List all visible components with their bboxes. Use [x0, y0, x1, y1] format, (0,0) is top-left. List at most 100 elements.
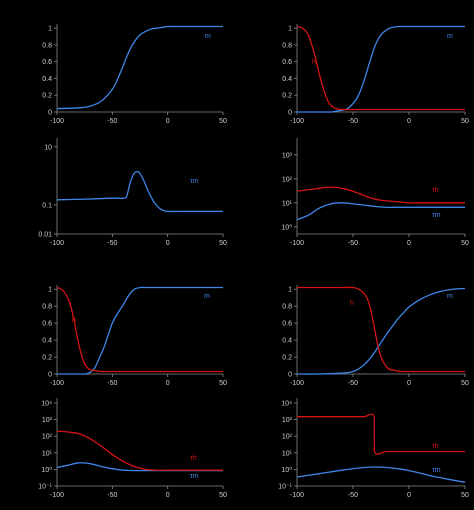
y-tick-label: 0 — [288, 110, 292, 117]
x-tick-label: 50 — [461, 118, 469, 125]
series-line-h — [297, 286, 465, 373]
x-tick-label: 50 — [461, 492, 469, 499]
x-tick-label: 50 — [219, 118, 227, 125]
y-tick-label: 0.1 — [42, 202, 52, 209]
y-tick-label: 10⁴ — [281, 400, 292, 407]
y-tick-label: 0.6 — [282, 321, 292, 328]
x-tick-label: -100 — [50, 380, 64, 387]
series-line-τm — [296, 466, 466, 483]
y-tick-label: 10⁻¹ — [38, 484, 52, 491]
y-tick-label: 0.6 — [42, 321, 52, 328]
y-tick-label: 0 — [288, 372, 292, 379]
y-tick-label: 0.4 — [42, 338, 52, 345]
x-tick-label: 0 — [166, 492, 170, 499]
y-tick-label: 10¹ — [42, 450, 53, 457]
x-tick-label: -100 — [50, 492, 64, 499]
series-line-τh — [56, 430, 223, 471]
x-tick-label: -50 — [107, 492, 117, 499]
x-tick-label: 50 — [461, 380, 469, 387]
y-tick-label: 10⁰ — [281, 223, 292, 231]
y-tick-label: 0.2 — [282, 93, 292, 100]
y-tick-label: 10 — [44, 144, 52, 151]
x-tick-label: -50 — [107, 118, 117, 125]
chart-panel-5: -100 -50 0 50 0 0.2 0.4 0.6 0.8 1 m h — [282, 24, 469, 125]
y-tick-label: 0.4 — [282, 76, 292, 83]
x-tick-label: 50 — [219, 492, 227, 499]
series-label: m — [205, 33, 211, 40]
series-label: τh — [432, 443, 439, 450]
y-tick-label: 0.6 — [42, 59, 52, 66]
chart-panel-6: -100 -50 0 50 10⁰ 10¹ 10² 10³ τm τh — [281, 138, 469, 247]
series-label: m — [204, 293, 210, 300]
x-tick-label: -50 — [348, 240, 358, 247]
y-tick-label: 1 — [288, 287, 292, 294]
y-tick-label: 10² — [282, 434, 293, 441]
x-tick-label: -50 — [348, 118, 358, 125]
y-tick-label: 0.8 — [282, 304, 292, 311]
x-tick-label: 0 — [407, 118, 411, 125]
x-tick-label: 0 — [166, 240, 170, 247]
series-line-τm — [56, 170, 223, 213]
series-label: τm — [190, 178, 199, 185]
series-line-m — [56, 286, 223, 375]
series-label: τm — [432, 212, 441, 219]
y-tick-label: 0.8 — [282, 42, 292, 49]
y-tick-label: 10⁰ — [281, 466, 292, 474]
x-tick-label: -50 — [348, 492, 358, 499]
y-tick-label: 0.2 — [282, 355, 292, 362]
x-tick-label: 0 — [407, 380, 411, 387]
x-tick-label: -100 — [290, 118, 304, 125]
chart-panel-2: -100 -50 0 50 0.01 0.1 10 τm — [38, 138, 227, 247]
series-label: h — [312, 59, 316, 66]
chart-panel-4: -100 -50 0 50 10⁻¹ 10⁰ 10¹ 10² 10³ 10⁴ τm τh — [38, 398, 227, 499]
series-line-τm — [56, 462, 223, 472]
x-tick-label: -100 — [290, 380, 304, 387]
x-tick-label: -100 — [290, 492, 304, 499]
y-tick-label: 10¹ — [282, 450, 293, 457]
series-line-m — [56, 25, 223, 110]
y-tick-label: 1 — [48, 26, 52, 33]
series-label: m — [447, 33, 453, 40]
y-tick-label: 10¹ — [282, 200, 293, 207]
y-tick-label: 10³ — [282, 152, 293, 159]
x-tick-label: 0 — [166, 118, 170, 125]
series-line-h — [56, 286, 223, 373]
x-tick-label: -50 — [107, 380, 117, 387]
series-label: h — [72, 317, 76, 324]
y-tick-label: 0.6 — [282, 59, 292, 66]
y-tick-label: 10³ — [282, 417, 293, 424]
x-tick-label: -100 — [50, 240, 64, 247]
y-tick-label: 10² — [282, 176, 293, 183]
y-tick-label: 0 — [48, 110, 52, 117]
y-tick-label: 0.4 — [282, 338, 292, 345]
x-tick-label: 0 — [166, 380, 170, 387]
chart-panel-3: -100 -50 0 50 0 0.2 0.4 0.6 0.8 1 m h — [42, 285, 227, 387]
y-tick-label: 0.8 — [42, 42, 52, 49]
y-tick-label: 0.01 — [38, 232, 52, 239]
y-tick-label: 10² — [42, 434, 53, 441]
series-line-τm — [296, 202, 465, 221]
series-line-h — [296, 25, 465, 111]
x-tick-label: -50 — [348, 380, 358, 387]
series-line-m — [297, 25, 465, 113]
series-label: τh — [432, 187, 439, 194]
chart-panel-7: -100 -50 0 50 0 0.2 0.4 0.6 0.8 1 m h — [282, 285, 469, 387]
y-tick-label: 10⁴ — [41, 400, 52, 407]
y-tick-label: 10⁰ — [41, 466, 52, 474]
x-tick-label: 50 — [219, 380, 227, 387]
y-tick-label: 0.2 — [42, 93, 52, 100]
x-tick-label: -100 — [290, 240, 304, 247]
series-label: τm — [190, 473, 199, 480]
x-tick-label: 50 — [219, 240, 227, 247]
y-tick-label: 1 — [48, 287, 52, 294]
y-tick-label: 0.4 — [42, 76, 52, 83]
series-line-τh — [296, 186, 465, 204]
y-tick-label: 0 — [48, 372, 52, 379]
series-line-τh — [297, 413, 465, 455]
y-tick-label: 10³ — [42, 417, 53, 424]
chart-panel-1: -100 -50 0 50 0 0.2 0.4 0.6 0.8 1 m — [42, 24, 227, 125]
x-tick-label: 50 — [461, 240, 469, 247]
series-label: τh — [190, 455, 197, 462]
chart-panel-8: -100 -50 0 50 10⁻¹ 10⁰ 10¹ 10² 10³ 10⁴ τm τh — [278, 398, 469, 499]
x-tick-label: -50 — [107, 240, 117, 247]
